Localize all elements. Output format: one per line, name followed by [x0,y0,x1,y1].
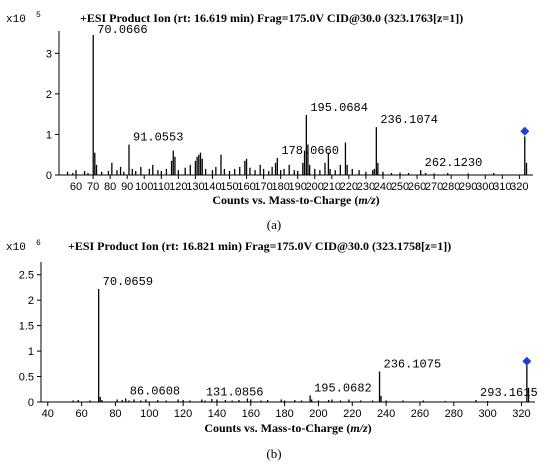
x-tick-label: 200 [309,408,327,420]
x-tick-label: 270 [425,181,443,193]
caption-b: (b) [266,446,281,461]
x-tick-label: 180 [275,408,293,420]
panel-b-title: +ESI Product Ion (rt: 16.821 min) Frag=1… [68,239,451,253]
peak-annotation: 195.0682 [314,381,372,395]
panel-b-peaks [72,288,530,402]
panel-a-x-label: Counts vs. Mass-to-Charge (m/z) [212,193,379,207]
x-tick-label: 160 [237,181,255,193]
x-tick-label: 280 [442,181,460,193]
panel-a-x-ticks: 60 70 80 90 100 110 12013014015016017018019020… [70,175,529,193]
x-tick-label: 240 [377,408,395,420]
peak-annotation: 91.0553 [133,131,183,145]
x-tick-label: 250 [391,181,409,193]
x-tick-label: 280 [445,408,463,420]
x-tick-label: 220 [340,181,358,193]
panel-b-x-label-suffix: ) [368,421,372,435]
x-tick-label: 210 [323,181,341,193]
panel-b-x-label-prefix: Counts vs. Mass-to-Charge ( [204,421,350,435]
x-tick-label: 260 [408,181,426,193]
panel-a-y-ticks: 0 1 2 3 [46,48,59,182]
panel-b-scale-exponent: 6 [36,239,41,248]
panel-a-scale-label: x10 [6,14,26,26]
panel-a-x-label-unit: m/z [358,193,376,207]
peak-annotation: 236.1075 [384,357,442,371]
x-tick-label: 260 [411,408,429,420]
precursor-diamond-icon [522,356,532,366]
peak-annotation: 86.0608 [130,384,180,398]
panel-b-x-label: Counts vs. Mass-to-Charge (m/z) [204,421,371,435]
x-tick-label: 240 [374,181,392,193]
x-tick-label: 190 [289,181,307,193]
x-tick-label: 100 [140,408,158,420]
y-tick-label: 1 [28,346,34,358]
x-tick-label: 310 [493,181,511,193]
spectrum-panel-a: x10 5 +ESI Product Ion (rt: 16.619 min) … [0,0,550,216]
x-tick-label: 130 [186,181,204,193]
panel-a-annotations: 70.0666 91.0553 178.0660 195.0684 236.1074 26… [97,23,482,170]
x-tick-label: 100 [135,181,153,193]
y-tick-label: 0 [28,397,34,409]
x-tick-label: 300 [478,408,496,420]
x-tick-label: 290 [459,181,477,193]
spectrum-panel-b: x10 6 +ESI Product Ion (rt: 16.821 min) … [0,233,550,439]
x-tick-label: 70 [87,181,99,193]
peak-annotation: 293.1615 [480,386,538,400]
y-tick-label: 0.5 [19,372,34,384]
x-tick-label: 170 [254,181,272,193]
x-tick-label: 320 [510,181,528,193]
panel-a-scale-exponent: 5 [36,11,41,20]
x-tick-label: 110 [153,181,171,193]
x-tick-label: 90 [121,181,133,193]
x-tick-label: 60 [75,408,87,420]
peak-annotation: 262.1230 [425,156,483,170]
y-tick-label: 1.5 [19,321,34,333]
x-tick-label: 230 [357,181,375,193]
panel-a-x-label-prefix: Counts vs. Mass-to-Charge ( [212,193,358,207]
panel-a-peaks [66,35,528,175]
x-tick-label: 120 [169,181,187,193]
x-tick-label: 160 [242,408,260,420]
x-tick-label: 40 [42,408,54,420]
panel-b-scale-label: x10 [6,242,26,254]
peak-annotation: 195.0684 [310,101,368,115]
peak-annotation: 70.0659 [103,275,153,289]
x-tick-label: 80 [104,181,116,193]
panel-b-background [0,233,550,439]
x-tick-label: 180 [271,181,289,193]
caption-a: (a) [267,217,281,232]
x-tick-label: 80 [109,408,121,420]
x-tick-label: 60 [70,181,82,193]
panel-a-title: +ESI Product Ion (rt: 16.619 min) Frag=1… [80,11,463,25]
x-tick-label: 220 [343,408,361,420]
panel-b-annotations: 70.0659 86.0608 131.0856 195.0682 236.1075 29… [103,275,538,400]
peak-annotation: 70.0666 [97,23,147,37]
x-tick-label: 300 [476,181,494,193]
y-tick-label: 1 [46,129,52,141]
panel-a-precursor-marker [520,126,530,136]
y-tick-label: 2 [46,89,52,101]
x-tick-label: 120 [174,408,192,420]
peak-annotation: 178.0660 [281,144,339,158]
y-tick-label: 0 [46,170,52,182]
precursor-diamond-icon [520,126,530,136]
y-tick-label: 3 [46,48,52,60]
panel-b-precursor-marker [522,356,532,366]
panel-b-y-ticks: 0 0.5 1 1.5 2 2.5 [19,270,41,409]
x-tick-label: 140 [203,181,221,193]
peak-annotation: 236.1074 [380,113,438,127]
panel-a-background [0,0,550,216]
x-tick-label: 320 [512,408,530,420]
x-tick-label: 200 [306,181,324,193]
peak-annotation: 131.0856 [206,385,264,399]
x-tick-label: 140 [208,408,226,420]
panel-a-x-label-suffix: ) [376,193,380,207]
panel-b-x-ticks: 40 60 80 100 120 140 160 180 200 220 240 260 280 300 3… [42,402,531,420]
y-tick-label: 2.5 [19,270,34,282]
y-tick-label: 2 [28,295,34,307]
x-tick-label: 150 [220,181,238,193]
panel-b-x-label-unit: m/z [350,421,368,435]
